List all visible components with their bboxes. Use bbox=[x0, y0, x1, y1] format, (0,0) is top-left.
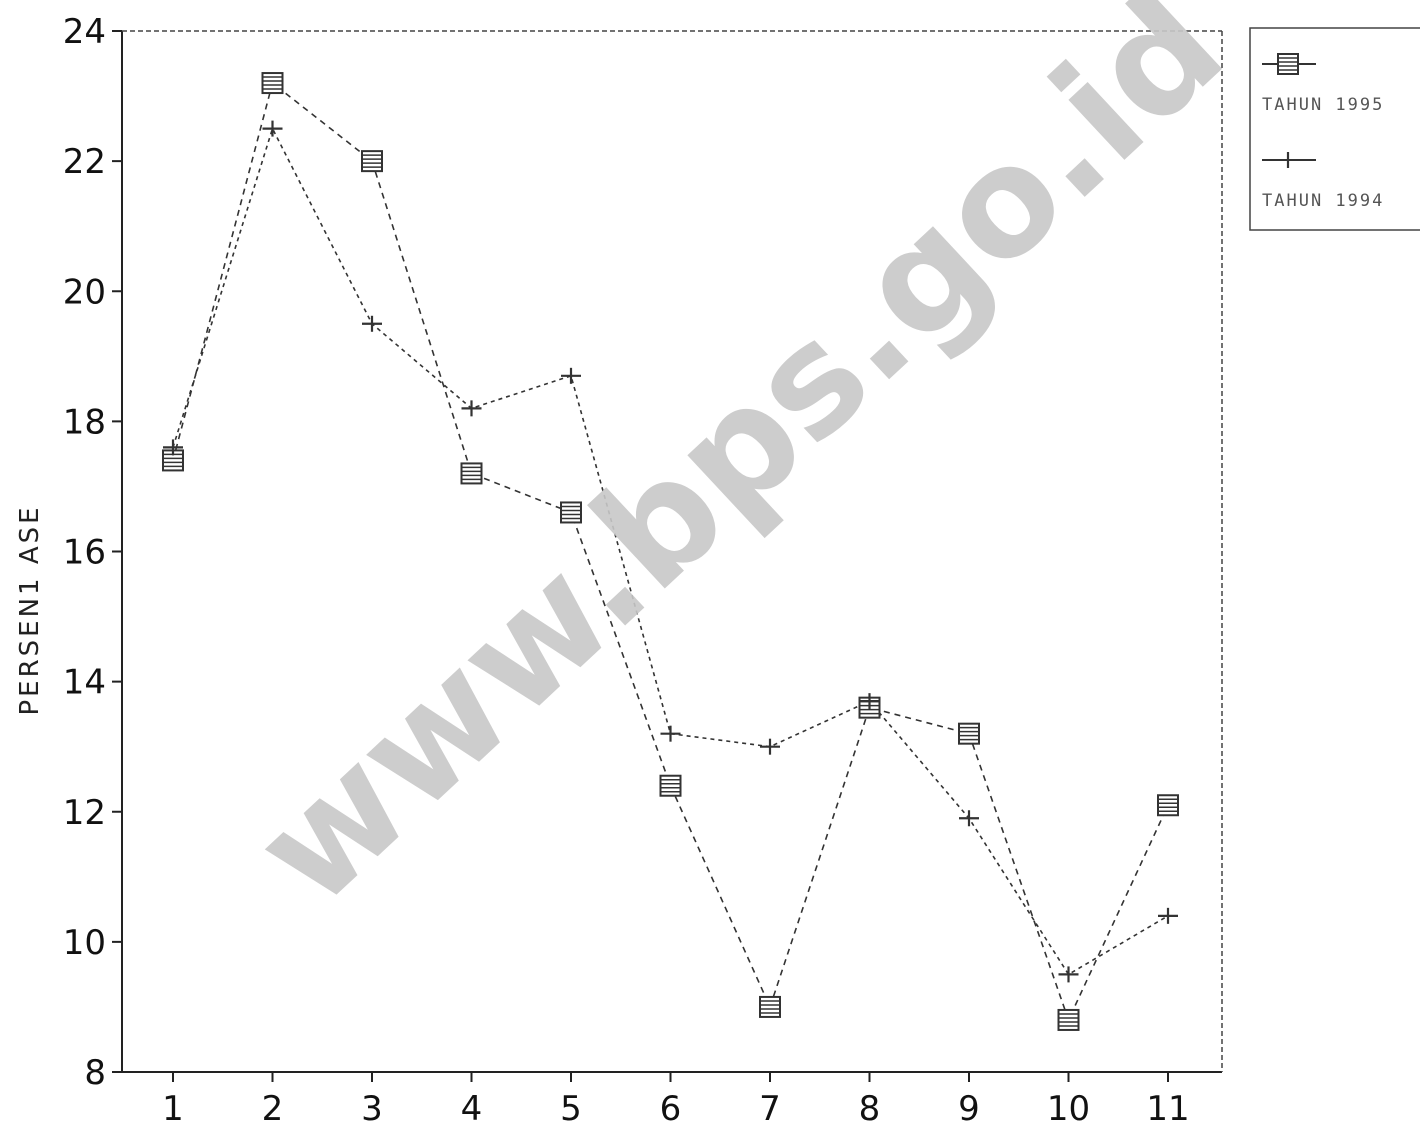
data-point-plus bbox=[262, 120, 283, 137]
data-point-square bbox=[361, 150, 383, 173]
legend-label: TAHUN 1995 bbox=[1262, 95, 1384, 115]
legend: TAHUN 1995 TAHUN 1994 bbox=[1249, 27, 1420, 231]
data-point-plus bbox=[561, 367, 581, 384]
series-lines bbox=[172, 81, 1169, 1023]
y-tick-label: 8 bbox=[84, 1053, 106, 1093]
x-tick-label: 1 bbox=[162, 1089, 184, 1129]
x-tick-label: 5 bbox=[560, 1089, 582, 1129]
legend-box bbox=[1249, 27, 1420, 231]
data-point-square bbox=[1057, 1008, 1080, 1031]
data-point-square bbox=[958, 722, 980, 745]
x-tick-label: 11 bbox=[1146, 1089, 1189, 1129]
data-point-plus bbox=[1158, 907, 1178, 924]
x-tick-label: 6 bbox=[660, 1089, 682, 1129]
series-line bbox=[172, 81, 1169, 1023]
x-tick-label: 9 bbox=[958, 1089, 980, 1129]
x-axis: 1 2 3 4 5 6 7 8 9 10 11 bbox=[162, 1072, 1190, 1129]
x-tick-label: 4 bbox=[461, 1089, 483, 1129]
series-line bbox=[172, 126, 1169, 976]
data-point-plus bbox=[660, 725, 681, 742]
y-tick-label: 22 bbox=[63, 142, 106, 182]
data-point-plus bbox=[760, 738, 780, 755]
y-tick-label: 12 bbox=[63, 793, 106, 833]
y-axis: 8 10 12 14 16 18 20 22 24 bbox=[63, 12, 122, 1093]
data-point-square bbox=[261, 72, 284, 95]
data-point-plus bbox=[362, 315, 382, 332]
data-point-plus bbox=[859, 693, 880, 710]
y-tick-label: 18 bbox=[63, 402, 106, 442]
x-tick-label: 2 bbox=[262, 1089, 284, 1129]
series-markers bbox=[162, 72, 1179, 1031]
data-point-plus bbox=[959, 810, 979, 827]
x-tick-label: 10 bbox=[1047, 1089, 1090, 1129]
watermark-text: www.bps.go.id bbox=[223, 0, 1256, 939]
data-point-square bbox=[460, 462, 483, 485]
data-point-square bbox=[560, 501, 582, 524]
y-axis-label: PERSEN1 ASE bbox=[15, 504, 45, 715]
y-tick-label: 24 bbox=[63, 12, 106, 52]
data-point-plus bbox=[1058, 966, 1079, 983]
legend-label: TAHUN 1994 bbox=[1262, 191, 1384, 211]
x-tick-label: 3 bbox=[361, 1089, 383, 1129]
data-point-square bbox=[1157, 794, 1179, 817]
legend-marker-square bbox=[1277, 53, 1299, 75]
data-point-square bbox=[659, 774, 682, 797]
y-tick-label: 16 bbox=[63, 533, 106, 573]
y-tick-label: 14 bbox=[63, 663, 106, 703]
y-tick-label: 20 bbox=[63, 272, 106, 312]
x-tick-label: 7 bbox=[759, 1089, 781, 1129]
y-tick-label: 10 bbox=[63, 923, 106, 963]
data-point-plus bbox=[163, 439, 183, 456]
data-point-plus bbox=[461, 400, 482, 417]
x-tick-label: 8 bbox=[859, 1089, 881, 1129]
data-point-square bbox=[759, 995, 781, 1018]
data-point-square bbox=[162, 449, 184, 472]
